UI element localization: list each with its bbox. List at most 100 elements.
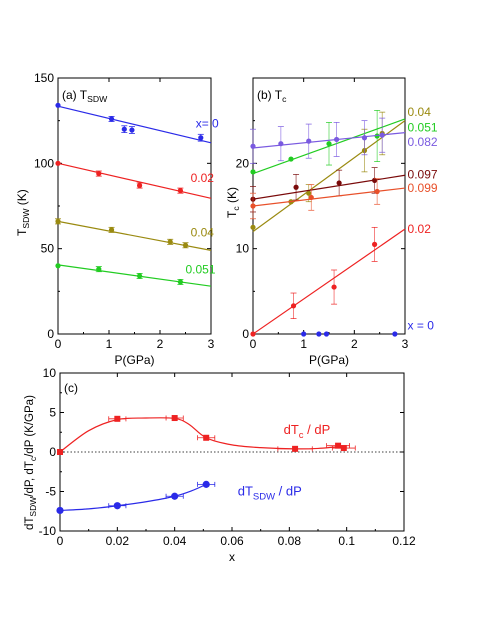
series-label: 0.082	[408, 135, 438, 149]
data-point	[121, 126, 127, 132]
fit-line	[57, 105, 212, 144]
series-label: x= 0	[196, 116, 219, 130]
data-point	[250, 331, 256, 337]
y-axis-label-part: dT	[24, 517, 36, 530]
data-point	[278, 141, 284, 147]
data-point	[114, 415, 121, 422]
data-point	[113, 502, 121, 510]
panel-label-b: (b) Tc	[257, 88, 287, 104]
series-2	[55, 218, 212, 251]
panel-label-b-part: (b) T	[257, 88, 283, 102]
series-label-part: dT	[284, 422, 299, 437]
data-point	[96, 170, 102, 177]
data-point	[182, 242, 189, 248]
data-point	[293, 184, 299, 190]
data-point	[96, 266, 102, 272]
series-0	[55, 102, 212, 144]
trend-curve	[59, 483, 207, 512]
series-0: dTc / dP	[57, 415, 356, 455]
y-axis-label-part: T	[225, 210, 239, 218]
data-point	[137, 182, 143, 189]
y-tick-label: 5	[49, 406, 56, 420]
data-point	[55, 102, 61, 108]
y-axis-label-part: T	[15, 228, 29, 236]
data-point	[340, 445, 347, 452]
data-point	[171, 415, 178, 422]
series-1	[250, 110, 406, 175]
series-label-part: dT	[238, 483, 253, 498]
series-label: 0.051	[408, 120, 438, 134]
series-label: 0.099	[408, 181, 438, 195]
panel-label-a-sub: SDW	[87, 94, 108, 104]
x-axis-label: P(GPa)	[114, 353, 154, 367]
fit-line	[57, 220, 212, 251]
series-label-part: SDW	[253, 491, 275, 502]
series-3	[55, 263, 212, 287]
data-point	[250, 169, 256, 175]
x-tick-label: 2	[157, 337, 164, 351]
y-tick-label: 20	[236, 156, 250, 170]
x-tick-label: 3	[208, 337, 215, 351]
series-label: 0.02	[191, 171, 215, 185]
data-point	[55, 263, 61, 269]
data-point	[177, 188, 183, 194]
series-label: 0.051	[186, 262, 216, 276]
data-point	[177, 279, 183, 285]
series-label: 0.04	[191, 226, 215, 240]
x-tick-label: 0.04	[163, 534, 187, 548]
data-point	[334, 136, 340, 143]
series-4	[250, 178, 406, 220]
x-tick-label: 0	[55, 337, 62, 351]
data-point	[392, 331, 398, 337]
y-axis-label-sub: SDW	[21, 208, 31, 229]
y-axis-label: dTSDW/dP, dTc/dP (K/GPa)	[24, 395, 38, 530]
data-point	[308, 194, 314, 201]
data-point	[372, 241, 378, 247]
x-axis-label: x	[229, 550, 235, 564]
panel-label-a-part: (a) T	[62, 88, 88, 102]
data-point	[331, 284, 337, 290]
data-point	[250, 143, 256, 149]
data-point	[379, 132, 385, 138]
panel-label-b-sub: c	[282, 94, 287, 104]
x-tick-label: 1	[300, 337, 307, 351]
x-tick-label: 0.1	[338, 534, 355, 548]
x-tick-label: 0	[250, 337, 257, 351]
x-tick-label: 1	[106, 337, 113, 351]
y-tick-label: 0	[47, 327, 54, 341]
y-axis-label-part: c	[28, 456, 38, 461]
y-tick-label: 150	[34, 71, 54, 85]
data-point	[129, 127, 135, 133]
y-axis-label-part: SDW	[28, 497, 38, 517]
data-point	[202, 480, 210, 488]
data-point	[292, 445, 299, 452]
x-tick-label: 2	[351, 337, 358, 351]
series-label-part: c	[299, 430, 304, 441]
plot-frame	[57, 77, 212, 335]
panel-2: dTc / dP dTSDW / dP	[56, 372, 405, 532]
series-label: x = 0	[408, 318, 435, 332]
data-point	[290, 303, 297, 309]
data-point	[250, 203, 256, 209]
data-point	[336, 180, 342, 186]
data-point	[361, 135, 368, 141]
data-point	[198, 135, 204, 141]
series-1: dTSDW / dP	[56, 480, 302, 515]
y-axis-label: Tc (K)	[225, 187, 241, 218]
panel-0	[55, 77, 212, 335]
x-tick-label: 3	[402, 337, 409, 351]
panel-1	[250, 77, 406, 337]
data-point	[288, 156, 294, 162]
data-point	[323, 331, 330, 337]
data-point	[335, 442, 342, 449]
series-5	[250, 226, 406, 337]
y-axis-label-part: /dP, dT	[24, 461, 36, 497]
data-point	[171, 492, 179, 500]
series-label: 0.04	[408, 105, 432, 119]
fit-line	[57, 264, 212, 287]
x-tick-label: 0.02	[106, 534, 130, 548]
data-point	[250, 224, 256, 230]
data-point	[137, 273, 143, 279]
x-axis-label: P(GPa)	[309, 353, 349, 367]
